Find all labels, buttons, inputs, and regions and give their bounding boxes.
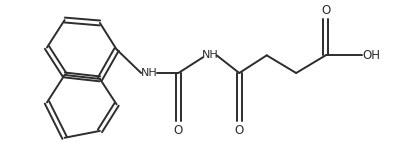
Text: OH: OH [363, 49, 381, 62]
Text: NH: NH [201, 50, 218, 60]
Text: NH: NH [141, 68, 157, 78]
Text: O: O [235, 124, 244, 137]
Text: O: O [174, 124, 183, 137]
Text: O: O [321, 4, 330, 17]
